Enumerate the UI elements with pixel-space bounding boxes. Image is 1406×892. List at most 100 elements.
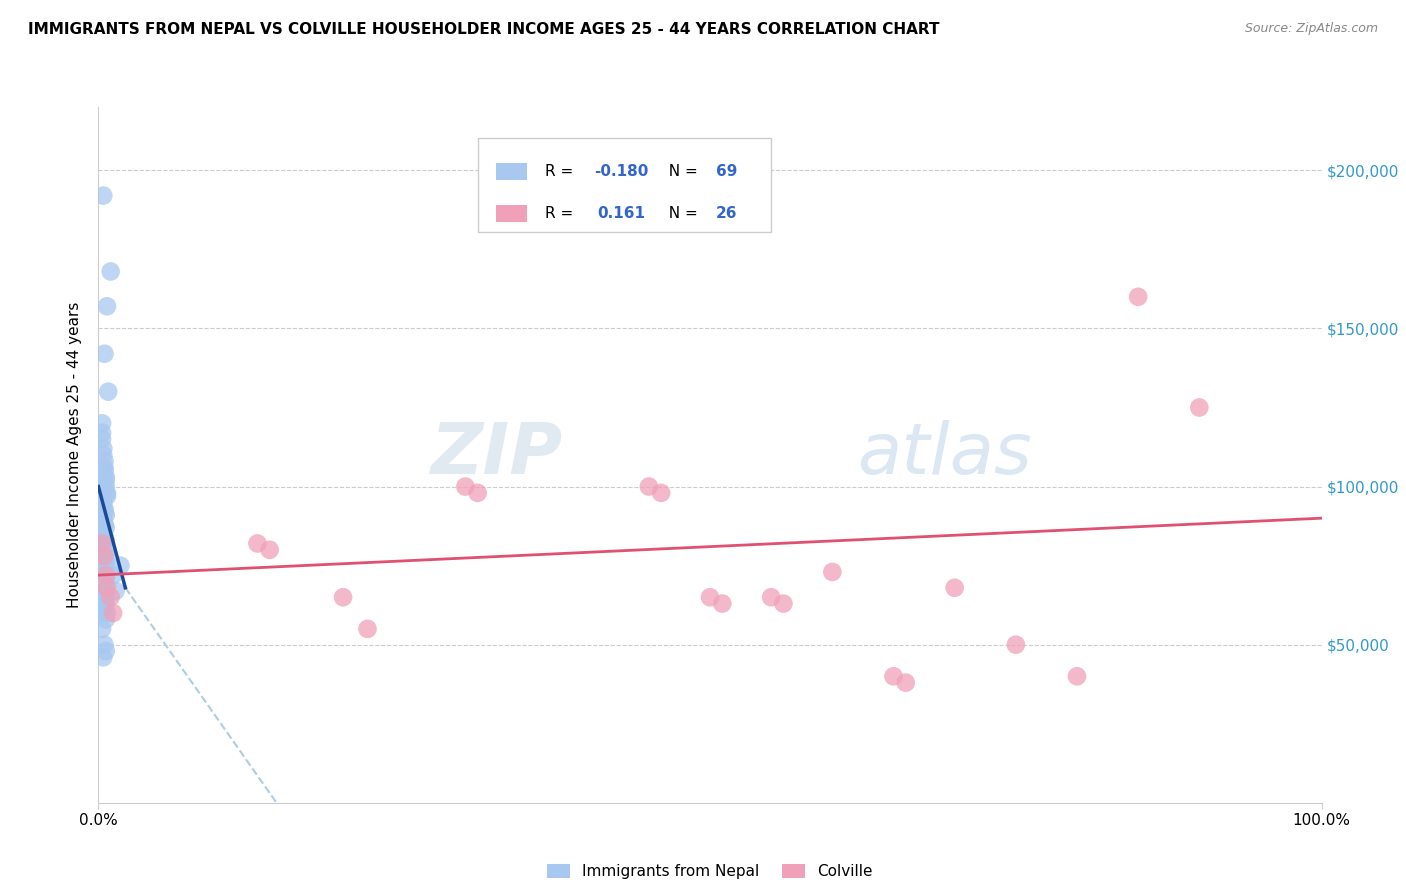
- Point: [821, 565, 844, 579]
- Point: [100, 591, 122, 605]
- Point: [93, 530, 115, 544]
- Point: [91, 549, 114, 563]
- Point: [94, 533, 117, 548]
- FancyBboxPatch shape: [478, 138, 772, 232]
- Point: [699, 591, 721, 605]
- Point: [91, 536, 114, 550]
- Point: [91, 581, 114, 595]
- Y-axis label: Householder Income Ages 25 - 44 years: Householder Income Ages 25 - 44 years: [67, 301, 83, 608]
- Point: [94, 549, 117, 563]
- Point: [93, 517, 115, 532]
- Text: 69: 69: [716, 164, 738, 178]
- Text: ZIP: ZIP: [432, 420, 564, 490]
- Point: [93, 568, 115, 582]
- Point: [91, 587, 114, 601]
- Point: [93, 549, 115, 563]
- Point: [91, 606, 114, 620]
- Point: [94, 479, 117, 493]
- Point: [332, 591, 354, 605]
- Point: [94, 597, 117, 611]
- Point: [91, 524, 114, 538]
- Point: [93, 501, 115, 516]
- Point: [91, 565, 114, 579]
- Point: [91, 511, 114, 525]
- Point: [91, 591, 114, 605]
- Point: [93, 581, 115, 595]
- Point: [91, 492, 114, 507]
- Text: N =: N =: [658, 164, 702, 178]
- Point: [772, 597, 794, 611]
- Point: [101, 568, 124, 582]
- Point: [246, 536, 269, 550]
- Point: [650, 486, 672, 500]
- Point: [91, 448, 114, 462]
- Point: [1004, 638, 1026, 652]
- Point: [93, 593, 115, 607]
- Point: [93, 546, 115, 560]
- Point: [96, 581, 118, 595]
- Text: 26: 26: [716, 206, 738, 221]
- Point: [638, 479, 661, 493]
- Point: [96, 486, 118, 500]
- Point: [454, 479, 477, 493]
- Point: [91, 188, 114, 202]
- Point: [883, 669, 905, 683]
- Point: [91, 562, 114, 576]
- Point: [356, 622, 378, 636]
- Legend: Immigrants from Nepal, Colville: Immigrants from Nepal, Colville: [541, 858, 879, 886]
- Point: [943, 581, 966, 595]
- Point: [94, 508, 117, 522]
- Text: R =: R =: [546, 164, 578, 178]
- Point: [94, 568, 117, 582]
- Point: [91, 603, 114, 617]
- Text: N =: N =: [658, 206, 702, 221]
- Point: [1066, 669, 1088, 683]
- Point: [93, 454, 115, 468]
- Point: [93, 347, 115, 361]
- Point: [94, 556, 117, 570]
- Point: [91, 417, 114, 431]
- Point: [104, 583, 127, 598]
- Point: [110, 558, 132, 573]
- Text: IMMIGRANTS FROM NEPAL VS COLVILLE HOUSEHOLDER INCOME AGES 25 - 44 YEARS CORRELAT: IMMIGRANTS FROM NEPAL VS COLVILLE HOUSEH…: [28, 22, 939, 37]
- Point: [711, 597, 734, 611]
- Point: [1188, 401, 1211, 415]
- Point: [96, 542, 118, 557]
- Point: [91, 577, 114, 591]
- Point: [91, 527, 114, 541]
- Point: [91, 432, 114, 446]
- Point: [894, 675, 917, 690]
- FancyBboxPatch shape: [496, 205, 527, 222]
- Point: [97, 384, 120, 399]
- Point: [91, 650, 114, 665]
- Point: [91, 514, 114, 528]
- Point: [94, 612, 117, 626]
- Point: [91, 599, 114, 614]
- Point: [94, 644, 117, 658]
- Point: [93, 460, 115, 475]
- Point: [100, 264, 122, 278]
- Text: 0.161: 0.161: [598, 206, 645, 221]
- Point: [1128, 290, 1150, 304]
- Point: [94, 470, 117, 484]
- Point: [91, 597, 114, 611]
- Text: atlas: atlas: [856, 420, 1032, 490]
- Point: [96, 299, 118, 313]
- Point: [467, 486, 489, 500]
- FancyBboxPatch shape: [496, 162, 527, 180]
- Point: [91, 499, 114, 513]
- Point: [94, 591, 117, 605]
- Point: [91, 495, 114, 509]
- Point: [93, 581, 115, 595]
- Point: [96, 606, 118, 620]
- Point: [93, 638, 115, 652]
- Point: [91, 540, 114, 554]
- Point: [93, 464, 115, 478]
- Point: [91, 442, 114, 456]
- Point: [91, 622, 114, 636]
- Point: [91, 552, 114, 566]
- Point: [93, 565, 115, 579]
- Point: [96, 489, 118, 503]
- Point: [93, 558, 115, 573]
- Point: [94, 571, 117, 585]
